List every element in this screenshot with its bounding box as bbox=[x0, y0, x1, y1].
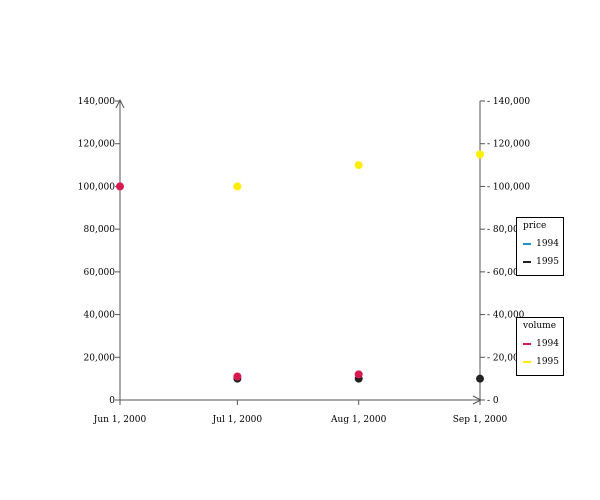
data-point-volume-1995 bbox=[233, 182, 242, 191]
data-point-volume-1995 bbox=[354, 161, 363, 170]
y-right-tick-label: - 60,000 bbox=[487, 268, 525, 278]
x-tick-label: Aug 1, 2000 bbox=[330, 415, 387, 425]
legend-price: price 1994 1995 bbox=[516, 217, 564, 276]
data-point-volume-1994 bbox=[233, 372, 242, 381]
y-tick-label: 40,000 bbox=[84, 311, 116, 321]
y-right-tick-label: - 0 bbox=[487, 396, 499, 406]
y-right-tick-label: - 40,000 bbox=[487, 311, 525, 321]
data-point-price-1995 bbox=[476, 374, 484, 383]
x-tick-label: Jun 1, 2000 bbox=[93, 415, 147, 425]
x-tick-label: Jul 1, 2000 bbox=[212, 415, 263, 425]
y-tick-label: 0 bbox=[109, 396, 115, 406]
data-point-volume-1995 bbox=[476, 150, 484, 159]
y-tick-label: 120,000 bbox=[78, 140, 115, 150]
y-tick-label: 140,000 bbox=[78, 97, 115, 107]
y-right-tick-label: - 120,000 bbox=[487, 140, 530, 150]
y-right-tick-label: - 80,000 bbox=[487, 225, 525, 235]
axes bbox=[115, 98, 483, 405]
data-points bbox=[116, 150, 484, 383]
legend-swatch bbox=[523, 243, 532, 245]
legend-item: 1995 bbox=[523, 253, 559, 271]
legend-title: price bbox=[523, 221, 547, 231]
ticks: 0 20,000 40,000 60,000 80,000 100,000 120,000 1… bbox=[78, 97, 531, 425]
legend-item: 1994 bbox=[523, 335, 559, 353]
legend-label: 1994 bbox=[536, 339, 559, 349]
data-point-volume-1994 bbox=[354, 370, 363, 379]
y-tick-label: 100,000 bbox=[78, 182, 115, 192]
y-tick-label: 60,000 bbox=[84, 268, 116, 278]
x-tick-label: Sep 1, 2000 bbox=[453, 415, 508, 425]
y-right-tick-label: - 100,000 bbox=[487, 182, 530, 192]
y-tick-label: 20,000 bbox=[84, 353, 116, 363]
legend-swatch bbox=[523, 343, 532, 345]
legend-title: volume bbox=[523, 321, 557, 331]
legend-item: 1995 bbox=[523, 353, 559, 371]
legend-volume: volume 1994 1995 bbox=[516, 317, 564, 376]
y-right-tick-label: - 20,000 bbox=[487, 353, 525, 363]
y-tick-label: 80,000 bbox=[84, 225, 116, 235]
legend-item: 1994 bbox=[523, 235, 559, 253]
y-axis-arrow bbox=[115, 98, 125, 109]
y-right-tick-label: - 140,000 bbox=[487, 97, 530, 107]
legend-swatch bbox=[523, 261, 532, 263]
legend-swatch bbox=[523, 361, 532, 363]
data-point-volume-1994 bbox=[116, 182, 124, 191]
legend-label: 1995 bbox=[536, 257, 559, 267]
legend-label: 1994 bbox=[536, 239, 559, 249]
legend-label: 1995 bbox=[536, 357, 559, 367]
